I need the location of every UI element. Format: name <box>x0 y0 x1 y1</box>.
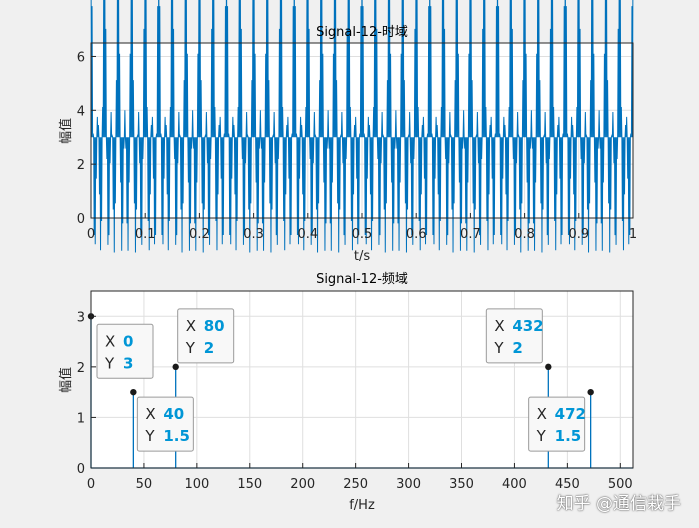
freq-datatip-x-label: X <box>105 332 115 350</box>
freq-datatip-box <box>528 396 586 452</box>
time-x-tick-label: 0 <box>87 227 95 242</box>
freq-datatip-x-label: X <box>494 317 504 335</box>
time-x-tick-label: 0.6 <box>406 227 427 242</box>
freq-x-tick-label: 250 <box>343 477 368 492</box>
time-x-tick-label: 0.8 <box>514 227 535 242</box>
time-y-tick-label: 2 <box>77 158 85 173</box>
time-x-axis-label: t/s <box>354 249 370 264</box>
time-x-tick-label: 0.1 <box>135 227 156 242</box>
time-x-tick-label: 0.7 <box>460 227 481 242</box>
freq-datatip-y-value: 2 <box>204 339 214 357</box>
freq-x-tick-label: 200 <box>290 477 315 492</box>
freq-y-tick-label: 0 <box>77 462 85 477</box>
time-x-tick-label: 0.3 <box>243 227 264 242</box>
freq-datatip-x-value: 0 <box>123 332 133 350</box>
freq-x-tick-label: 100 <box>184 477 209 492</box>
freq-stem-marker <box>130 388 137 396</box>
freq-datatip: X 472 Y 1.5 <box>528 396 586 452</box>
freq-datatip-x-value: 40 <box>163 405 184 423</box>
freq-chart-title: Signal-12-频域 <box>316 272 408 287</box>
freq-datatip-y-label: Y <box>104 354 115 372</box>
freq-datatip-x-label: X <box>145 405 155 423</box>
freq-datatip-box <box>136 396 194 452</box>
time-domain-axes: 0 0.1 0.2 0.3 0.4 0.5 0.6 0.7 0.8 0.9 1 0 2 4 6 Signal… <box>58 0 637 264</box>
freq-datatip-y-value: 3 <box>123 354 133 372</box>
freq-datatip: X 80 Y 2 <box>177 308 235 364</box>
freq-x-tick-label: 450 <box>555 477 580 492</box>
freq-datatip-y-label: Y <box>144 427 155 445</box>
freq-x-tick-label: 0 <box>87 477 95 492</box>
watermark: 知乎 @通信栽手 <box>556 494 681 514</box>
freq-datatip-box <box>96 323 154 379</box>
freq-datatip-y-label: Y <box>493 339 504 357</box>
freq-stem-marker <box>545 363 552 371</box>
freq-datatip-x-value: 80 <box>204 317 225 335</box>
freq-x-tick-label: 150 <box>237 477 262 492</box>
freq-datatip: X 432 Y 2 <box>485 308 544 364</box>
freq-datatip: X 0Y 3 <box>96 323 154 379</box>
freq-datatip-y-label: Y <box>185 339 196 357</box>
freq-datatip-box <box>177 308 235 364</box>
freq-datatip-y-value: 2 <box>512 339 522 357</box>
freq-plot-border <box>90 290 634 469</box>
freq-datatip-x-value: 472 <box>555 405 586 423</box>
freq-y-tick-label: 1 <box>77 411 85 426</box>
time-x-tick-label: 1 <box>629 227 637 242</box>
time-y-tick-label: 0 <box>77 212 85 227</box>
freq-y-tick-label: 2 <box>77 361 85 376</box>
freq-datatip: X 40 Y 1.5 <box>136 396 194 452</box>
freq-x-tick-label: 50 <box>136 477 153 492</box>
freq-y-axis-label: 幅值 <box>58 367 74 393</box>
time-y-axis-label: 幅值 <box>58 118 74 144</box>
freq-y-tick-label: 3 <box>77 310 85 325</box>
freq-stem-marker <box>587 388 594 396</box>
time-chart-title: Signal-12-时域 <box>316 25 408 40</box>
freq-x-tick-label: 500 <box>608 477 633 492</box>
time-y-tick-label: 4 <box>77 104 85 119</box>
time-ticks: 0 0.1 0.2 0.3 0.4 0.5 0.6 0.7 0.8 0.9 1 0 2 4 6 <box>77 50 637 242</box>
freq-x-tick-label: 300 <box>396 477 421 492</box>
freq-datatip-y-label: Y <box>536 427 547 445</box>
freq-datatip-x-value: 432 <box>512 317 543 335</box>
freq-datatip-y-value: 1.5 <box>163 427 190 445</box>
freq-stem-marker <box>172 363 179 371</box>
freq-datatip-x-label: X <box>186 317 196 335</box>
freq-datatip-x-label: X <box>537 405 547 423</box>
freq-x-tick-label: 350 <box>449 477 474 492</box>
time-x-tick-label: 0.5 <box>352 227 373 242</box>
freq-datatip-box <box>485 308 543 364</box>
time-signal-line <box>90 0 634 253</box>
time-y-tick-label: 6 <box>77 50 85 65</box>
time-x-tick-label: 0.9 <box>568 227 589 242</box>
time-x-tick-label: 0.2 <box>189 227 210 242</box>
freq-x-tick-label: 400 <box>502 477 527 492</box>
freq-x-axis-label: f/Hz <box>349 498 375 513</box>
freq-datatip-y-value: 1.5 <box>555 427 582 445</box>
time-x-tick-label: 0.4 <box>297 227 318 242</box>
